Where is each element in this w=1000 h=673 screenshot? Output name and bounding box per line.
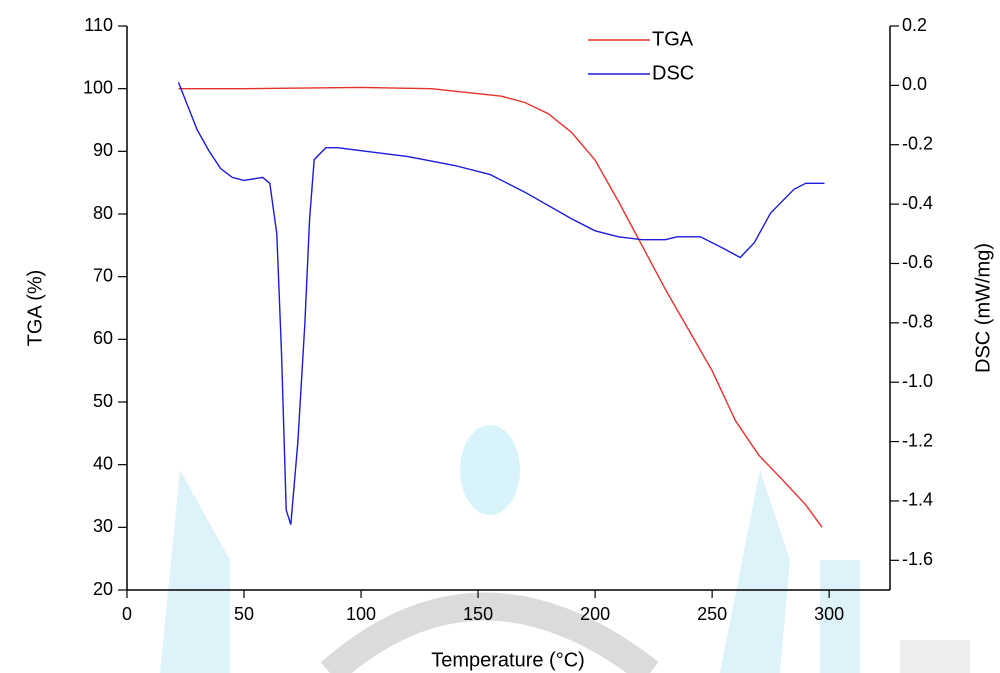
x-tick-label: 300 (814, 604, 844, 624)
y2-tick-label: -0.6 (902, 252, 933, 272)
x-axis-title: Temperature (°C) (431, 649, 585, 671)
y-axis-title: TGA (%) (24, 270, 46, 347)
y-tick-label: 60 (93, 328, 113, 348)
x-tick-label: 0 (122, 604, 132, 624)
y-tick-label: 50 (93, 391, 113, 411)
y2-tick-label: -1.4 (902, 490, 933, 510)
line-series (178, 86, 823, 528)
y2-tick-label: -0.8 (902, 312, 933, 332)
y2-tick-label: -1.6 (902, 549, 933, 569)
y2-tick-label: -1.0 (902, 371, 933, 391)
legend-label: DSC (652, 62, 694, 84)
legend-label: TGA (652, 28, 694, 50)
y2-axis-title: DSC (mW/mg) (972, 243, 994, 373)
y2-tick-label: 0.2 (902, 15, 927, 35)
plot-area: 0 50 100 150 200 250 300 20 30 40 50 60 70 80 90 100 110… (83, 15, 933, 624)
y-tick-label: 30 (93, 516, 113, 536)
x-tick-label: 250 (697, 604, 727, 624)
y2-tick-label: -0.2 (902, 133, 933, 153)
y-tick-label: 70 (93, 265, 113, 285)
y-tick-label: 20 (93, 579, 113, 599)
x-tick-label: 100 (346, 604, 376, 624)
line-series (177, 82, 825, 525)
y2-tick-label: -0.4 (902, 193, 933, 213)
y-tick-label: 100 (83, 77, 113, 97)
x-tick-label: 50 (234, 604, 254, 624)
x-tick-label: 200 (580, 604, 610, 624)
y-tick-label: 40 (93, 453, 113, 473)
y2-tick-label: -1.2 (902, 430, 933, 450)
x-tick-label: 150 (463, 604, 493, 624)
y-tick-label: 80 (93, 203, 113, 223)
watermark (160, 425, 970, 673)
y-tick-label: 90 (93, 140, 113, 160)
y2-tick-label: 0.0 (902, 74, 927, 94)
y-tick-label: 110 (84, 15, 113, 35)
